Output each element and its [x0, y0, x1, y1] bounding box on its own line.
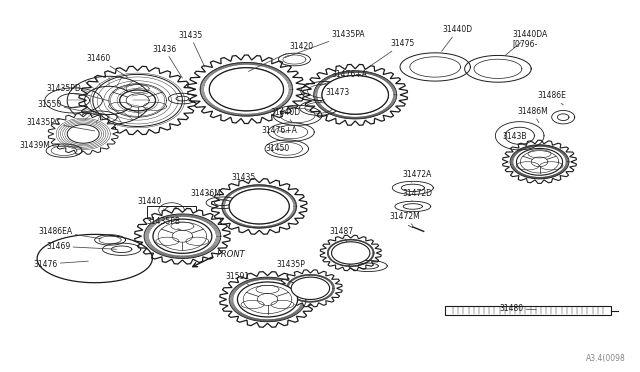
Polygon shape	[67, 125, 99, 143]
Polygon shape	[211, 179, 307, 234]
Text: 31435PA: 31435PA	[285, 30, 365, 58]
Text: 31487: 31487	[330, 227, 354, 243]
Text: 31450: 31450	[266, 144, 290, 153]
Text: 31420: 31420	[248, 42, 314, 71]
Text: 31472M: 31472M	[389, 212, 420, 225]
Polygon shape	[79, 66, 196, 135]
Text: 31476+A: 31476+A	[261, 126, 297, 135]
Text: 31476+A: 31476+A	[320, 70, 367, 86]
Text: 31486M: 31486M	[517, 107, 548, 123]
Text: 31435PD: 31435PD	[46, 84, 110, 101]
Text: 3143B: 3143B	[502, 132, 530, 149]
Polygon shape	[237, 282, 298, 317]
Text: 31439M: 31439M	[19, 141, 82, 150]
Text: 31435P: 31435P	[276, 260, 305, 273]
Polygon shape	[516, 148, 563, 175]
Text: 31476: 31476	[33, 260, 88, 269]
Polygon shape	[209, 68, 284, 111]
Text: 31435PC: 31435PC	[27, 118, 95, 131]
Text: 31591: 31591	[225, 272, 250, 286]
Text: 31436M: 31436M	[191, 189, 223, 200]
Polygon shape	[303, 64, 408, 125]
Polygon shape	[188, 55, 305, 124]
Text: 31440D: 31440D	[270, 108, 300, 122]
Text: 31550: 31550	[37, 100, 102, 115]
Text: [0796-: [0796-	[512, 39, 537, 48]
Text: 31440D: 31440D	[442, 25, 473, 51]
Polygon shape	[229, 189, 289, 224]
Text: 31480: 31480	[499, 304, 536, 313]
Text: 31440DA: 31440DA	[506, 31, 547, 55]
Text: A3.4(0098: A3.4(0098	[586, 354, 626, 363]
Text: 31473: 31473	[319, 88, 349, 103]
Text: 31436: 31436	[152, 45, 182, 78]
Text: 31440: 31440	[138, 197, 168, 211]
Text: 31460: 31460	[86, 54, 128, 77]
Text: 31486E: 31486E	[538, 92, 566, 105]
Text: 31435PB: 31435PB	[146, 217, 180, 230]
Text: 31472D: 31472D	[402, 189, 432, 202]
Text: FRONT: FRONT	[216, 250, 245, 259]
Polygon shape	[278, 270, 342, 307]
Text: 31435: 31435	[232, 173, 256, 185]
Polygon shape	[220, 272, 316, 327]
Polygon shape	[332, 242, 370, 264]
Text: 31472A: 31472A	[402, 170, 431, 182]
Text: 31486EA: 31486EA	[38, 227, 101, 239]
Polygon shape	[445, 306, 611, 315]
Polygon shape	[322, 76, 388, 114]
Polygon shape	[502, 140, 577, 183]
Text: 31435: 31435	[178, 31, 205, 67]
FancyBboxPatch shape	[147, 206, 196, 226]
Polygon shape	[134, 208, 230, 264]
Text: 31475: 31475	[370, 39, 415, 66]
Polygon shape	[120, 90, 156, 111]
Polygon shape	[320, 235, 381, 271]
Polygon shape	[153, 219, 212, 253]
Polygon shape	[48, 113, 118, 154]
Polygon shape	[291, 277, 330, 299]
Text: 31469: 31469	[46, 242, 116, 251]
